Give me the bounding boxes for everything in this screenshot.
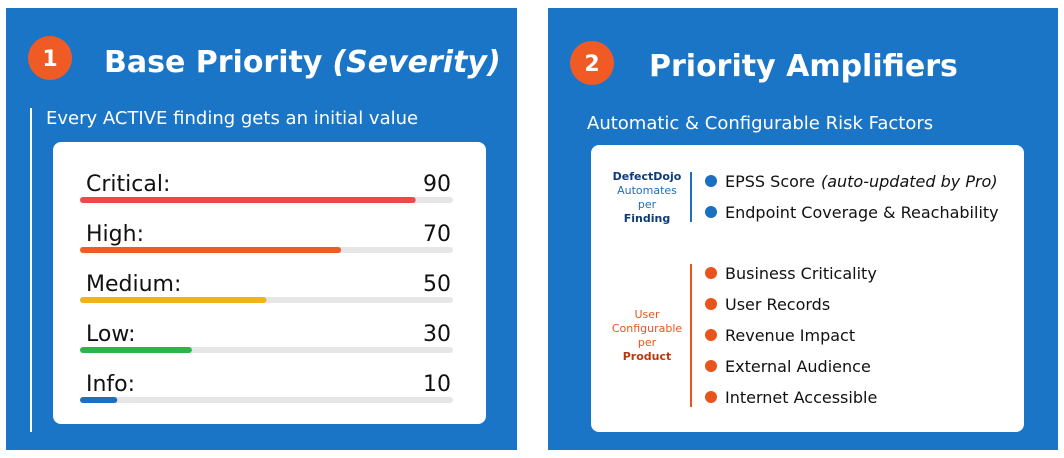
- bullet: [705, 175, 717, 187]
- bar-track: [80, 397, 453, 403]
- bar: [80, 297, 267, 303]
- factor-name: Business Criticality: [725, 264, 877, 283]
- factor-item: Endpoint Coverage & Reachability: [725, 203, 999, 222]
- card: [591, 145, 1024, 432]
- group-label: per: [638, 198, 657, 211]
- step-number: 1: [42, 47, 57, 72]
- value-label: 10: [423, 372, 451, 397]
- title-text: Base Priority: [104, 45, 323, 80]
- factor-name: User Records: [725, 295, 830, 314]
- group-label: Finding: [624, 212, 670, 225]
- value-label: 50: [423, 272, 451, 297]
- factor-item: Internet Accessible: [725, 388, 877, 407]
- category-label: High:: [86, 222, 144, 247]
- bullet: [705, 391, 717, 403]
- category-label: Info:: [86, 372, 135, 397]
- factor-name: Revenue Impact: [725, 326, 855, 345]
- value-label: 90: [423, 172, 451, 197]
- panel-title: Base Priority (Severity): [104, 45, 501, 80]
- card: [53, 142, 486, 424]
- group-label: DefectDojo: [613, 170, 682, 183]
- bar: [80, 197, 416, 203]
- panel-subtitle: Automatic & Configurable Risk Factors: [587, 113, 933, 134]
- value-label: 70: [423, 222, 451, 247]
- group-label: per: [638, 336, 657, 349]
- category-label: Low:: [86, 322, 136, 347]
- title-note: (Severity): [332, 45, 500, 80]
- step-badge: [570, 41, 614, 85]
- category-label: Critical:: [86, 172, 170, 197]
- factor-name: EPSS Score: [725, 172, 815, 191]
- bar: [80, 397, 118, 403]
- panel-subtitle: Every ACTIVE finding gets an initial val…: [46, 108, 418, 129]
- bullet: [705, 360, 717, 372]
- step-badge: [28, 36, 72, 80]
- bullet: [705, 298, 717, 310]
- bar: [80, 247, 342, 253]
- factor-name: External Audience: [725, 357, 871, 376]
- bar: [80, 347, 192, 353]
- factor-item: Business Criticality: [725, 264, 877, 283]
- group-label: Automates: [617, 184, 677, 197]
- factor-item: User Records: [725, 295, 830, 314]
- factor-note: (auto-updated by Pro): [821, 172, 998, 191]
- bullet: [705, 206, 717, 218]
- group-label: Configurable: [612, 322, 683, 335]
- bullet: [705, 267, 717, 279]
- panel-title: Priority Amplifiers: [649, 49, 958, 84]
- factor-item: EPSS Score (auto-updated by Pro): [725, 172, 998, 191]
- factor-name: Endpoint Coverage & Reachability: [725, 203, 999, 222]
- group-label: Product: [623, 350, 672, 363]
- category-label: Medium:: [86, 272, 181, 297]
- factor-name: Internet Accessible: [725, 388, 877, 407]
- step-number: 2: [584, 52, 599, 77]
- value-label: 30: [423, 322, 451, 347]
- bullet: [705, 329, 717, 341]
- factor-item: Revenue Impact: [725, 326, 855, 345]
- factor-item: External Audience: [725, 357, 871, 376]
- group-label: User: [634, 308, 660, 321]
